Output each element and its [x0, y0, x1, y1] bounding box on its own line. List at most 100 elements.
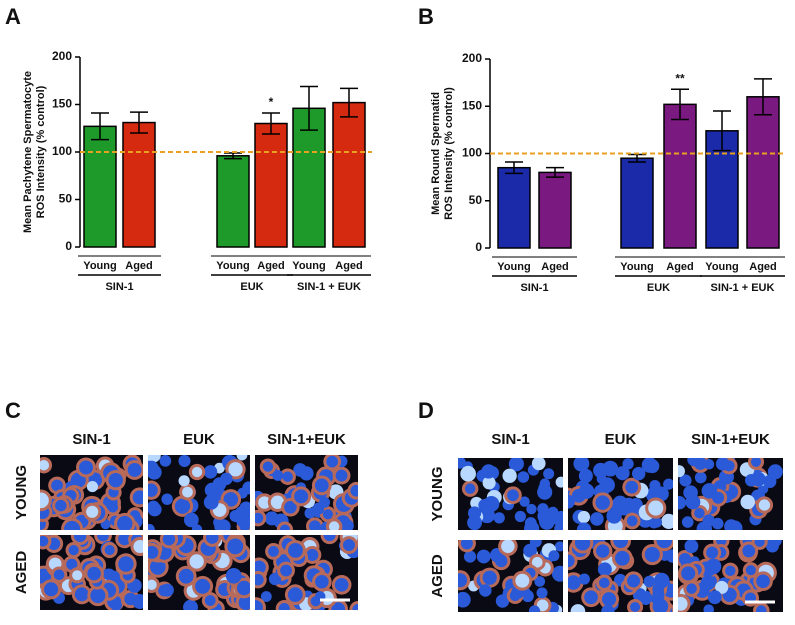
bar [292, 107, 326, 248]
nucleus [754, 540, 765, 547]
error-bar [262, 112, 280, 135]
column-label: EUK [605, 431, 637, 448]
nucleus [223, 492, 239, 507]
nucleus [229, 510, 242, 522]
y-tick-label: 50 [469, 193, 483, 207]
cells [678, 458, 783, 530]
x-tick-label: SIN-1 + EUK [297, 281, 361, 293]
micrograph [678, 540, 783, 612]
nucleus [331, 602, 346, 610]
nucleus [523, 543, 537, 558]
bar [122, 121, 156, 248]
error-bar [505, 161, 523, 175]
nucleus [255, 512, 264, 524]
nucleus [288, 542, 303, 558]
nucleus [568, 494, 575, 509]
nucleus [576, 522, 592, 530]
row-label: AGED [429, 554, 446, 598]
nucleus [74, 587, 89, 602]
nucleus [514, 510, 526, 523]
error-bar [300, 85, 318, 131]
nucleus [724, 519, 739, 530]
nucleus [687, 458, 701, 467]
bar-sublabel: Aged [257, 260, 285, 272]
nucleus [643, 575, 656, 588]
nucleus [195, 578, 211, 594]
nucleus [44, 582, 59, 597]
nucleus [577, 510, 591, 524]
nucleus [40, 535, 49, 547]
nucleus [225, 567, 242, 584]
nucleus [686, 583, 697, 594]
bar-sublabel: Young [620, 261, 653, 273]
bar [663, 103, 697, 249]
column-label: SIN-1+EUK [691, 431, 770, 448]
cells [458, 540, 563, 612]
nucleus [162, 535, 176, 546]
nucleus [191, 466, 203, 478]
nucleus [551, 511, 563, 526]
nucleus [268, 572, 282, 586]
nucleus [189, 554, 204, 569]
nucleus [578, 573, 590, 585]
nucleus [272, 469, 284, 481]
y-axis-label: ROS Intensity (% control) [35, 85, 47, 218]
nucleus [148, 483, 158, 497]
nucleus [554, 567, 563, 580]
micrograph [40, 535, 143, 610]
nucleus [260, 591, 272, 602]
cells [678, 540, 782, 612]
bar [332, 101, 366, 248]
cells [255, 535, 358, 610]
nucleus [117, 515, 133, 530]
nucleus [679, 474, 692, 487]
micrograph [255, 535, 358, 610]
nucleus [460, 540, 473, 550]
nucleus [700, 575, 716, 591]
nucleus [568, 575, 581, 590]
nucleus [502, 468, 517, 483]
nucleus [715, 580, 729, 594]
nucleus [632, 588, 647, 602]
nucleus [742, 544, 756, 558]
nucleus [255, 600, 263, 610]
nucleus [601, 604, 615, 612]
nucleus [228, 462, 243, 477]
nucleus [715, 458, 730, 471]
nucleus [108, 472, 123, 488]
nucleus [322, 509, 333, 520]
panel-letter: B [418, 4, 434, 29]
nucleus [573, 458, 590, 472]
nucleus [684, 540, 699, 554]
nucleus [578, 483, 595, 499]
nucleus [161, 493, 173, 505]
bar-sublabel: Young [497, 261, 530, 273]
nucleus [467, 515, 483, 530]
bar-sublabel: Aged [125, 260, 153, 272]
nucleus [79, 460, 93, 475]
nucleus [483, 495, 500, 512]
nucleus [482, 570, 497, 585]
nucleus [574, 540, 591, 551]
nucleus [745, 565, 756, 576]
nucleus [315, 574, 329, 589]
nucleus [73, 535, 87, 543]
cells [40, 535, 143, 610]
error-bar [91, 112, 109, 141]
nucleus [648, 500, 664, 516]
nucleus [596, 544, 610, 558]
y-tick-label: 0 [475, 240, 482, 254]
y-tick-label: 200 [52, 49, 72, 63]
nucleus [242, 481, 250, 495]
nucleus [306, 549, 319, 561]
nucleus [596, 473, 607, 484]
nucleus [678, 596, 688, 611]
nucleus [543, 468, 555, 480]
nucleus [314, 478, 329, 493]
nucleus [507, 489, 519, 502]
nucleus [598, 577, 610, 589]
nucleus [294, 489, 309, 504]
nucleus [539, 478, 551, 489]
nucleus [206, 535, 219, 544]
nucleus [287, 587, 303, 603]
